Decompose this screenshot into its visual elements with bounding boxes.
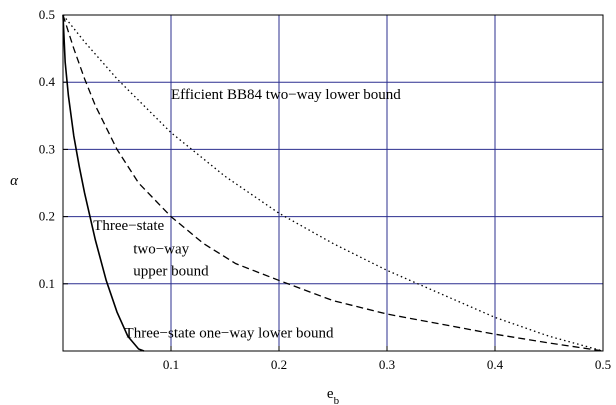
annotation-1: Three−state — [93, 218, 164, 234]
tick-labels: 0.1 0.2 0.3 0.4 0.5 0.1 0.2 0.3 0.4 0.5 — [39, 7, 611, 372]
y-axis-label: α — [10, 173, 19, 189]
series-group — [62, 14, 604, 352]
y-tick-label-3: 0.4 — [39, 74, 56, 89]
y-tick-label-1: 0.2 — [39, 209, 55, 224]
x-tick-label-2: 0.3 — [379, 357, 395, 372]
annotation-4: Three−state one−way lower bound — [125, 326, 334, 342]
x-tick-label-3: 0.4 — [487, 357, 504, 372]
axes — [62, 14, 604, 352]
annotation-2: two−way — [133, 242, 189, 258]
x-axis-label-subscript: b — [334, 395, 340, 405]
x-tick-label-1: 0.2 — [271, 357, 287, 372]
annotations: Efficient BB84 two−way lower bound Three−… — [93, 87, 401, 342]
x-axis-label: eb — [327, 386, 340, 405]
plot-frame — [62, 14, 604, 352]
grid — [63, 14, 604, 351]
series-line-solid — [62, 14, 145, 352]
x-tick-label-4: 0.5 — [595, 357, 611, 372]
y-tick-label-0: 0.1 — [39, 276, 55, 291]
series-line-dotted — [62, 14, 604, 352]
annotation-3: upper bound — [133, 264, 209, 280]
annotation-0: Efficient BB84 two−way lower bound — [171, 87, 401, 103]
y-tick-label-2: 0.3 — [39, 141, 55, 156]
x-tick-label-0: 0.1 — [163, 357, 179, 372]
y-tick-label-4: 0.5 — [39, 7, 55, 22]
series-line-dashed — [62, 14, 604, 352]
